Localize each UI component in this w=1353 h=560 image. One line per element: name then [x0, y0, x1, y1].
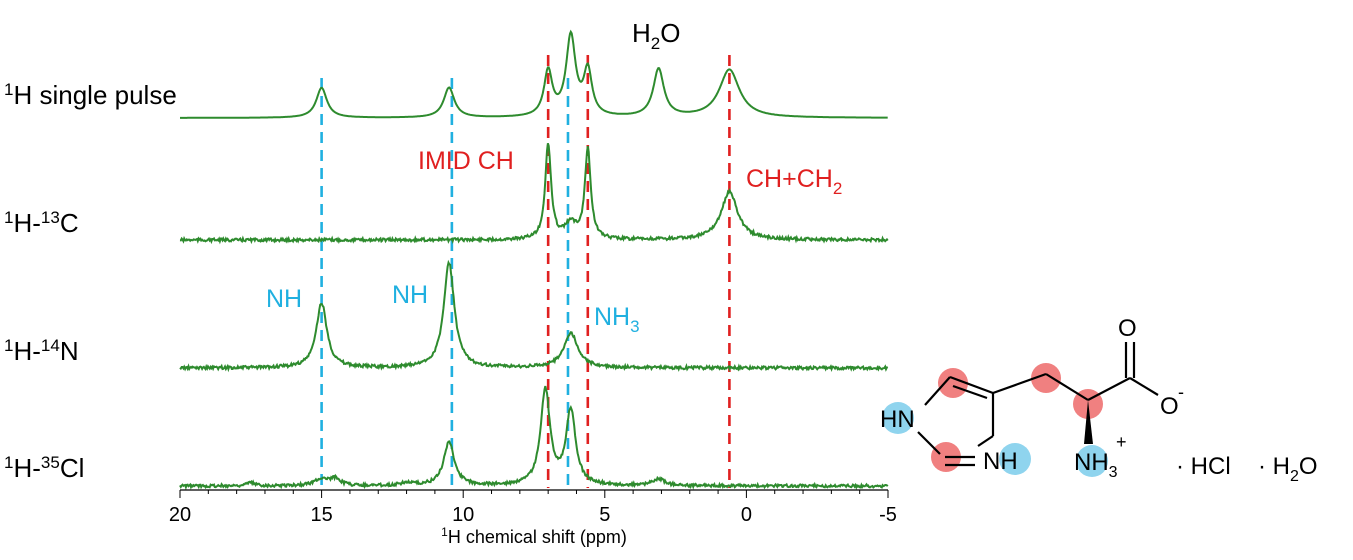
spectra-traces [179, 29, 889, 491]
x-axis-ticks: 20 15 10 5 0 -5 [169, 490, 897, 526]
charge-minus: - [1178, 382, 1184, 402]
row-label-13c: 1H-13C [4, 208, 79, 238]
highlight-nh-ring-left [882, 402, 914, 434]
annotation-imid-ch: IMID CH [418, 147, 514, 175]
annotation-h2o: H2O [632, 18, 680, 53]
reference-dashed-lines [320, 55, 731, 488]
highlight-nh-ring-right [999, 443, 1031, 475]
x-tick-label: 5 [599, 504, 610, 526]
row-label-single-pulse: 1H single pulse [4, 80, 177, 110]
x-tick-label: -5 [879, 504, 897, 526]
row-label-14n: 1H-14N [4, 336, 79, 366]
x-tick-label: 10 [452, 504, 474, 526]
atom-nh: NH [983, 448, 1018, 475]
x-tick-label: 15 [310, 504, 332, 526]
spectrum-trace-0 [180, 29, 888, 119]
spectrum-trace-2 [179, 259, 889, 373]
highlight-nh3 [1076, 445, 1108, 477]
annotation-nh3: NH3 [594, 303, 640, 336]
highlight-ch2 [1031, 363, 1061, 393]
atom-hn: HN [880, 406, 915, 433]
spectrum-trace-3 [179, 385, 889, 491]
highlight-ch-ring-top [938, 368, 968, 398]
water-of-hydration: · H2O [1258, 453, 1318, 485]
x-axis: 20 15 10 5 0 -5 [169, 489, 897, 526]
spectrum-trace-1 [179, 142, 889, 245]
atom-nh3: NH3 [1074, 449, 1118, 481]
wedge-bond [1084, 400, 1093, 444]
charge-plus: + [1116, 432, 1127, 452]
counter-ion-hcl: · HCl [1176, 453, 1231, 480]
annotation-nh-15: NH [266, 285, 302, 313]
x-tick-label: 0 [741, 504, 752, 526]
histidine-structure: O O - HN NH NH3 + · HCl · H2O [880, 315, 1318, 485]
atom-o-carbonyl: O [1118, 315, 1137, 342]
annotation-ch-ch2: CH+CH2 [746, 165, 842, 198]
row-label-35cl: 1H-35Cl [4, 453, 84, 483]
atom-o-carboxylate: O [1160, 393, 1179, 420]
annotation-nh-10: NH [392, 281, 428, 309]
bonds [917, 342, 1159, 467]
x-tick-label: 20 [169, 504, 191, 526]
x-axis-title: 1H chemical shift (ppm) [441, 525, 627, 547]
